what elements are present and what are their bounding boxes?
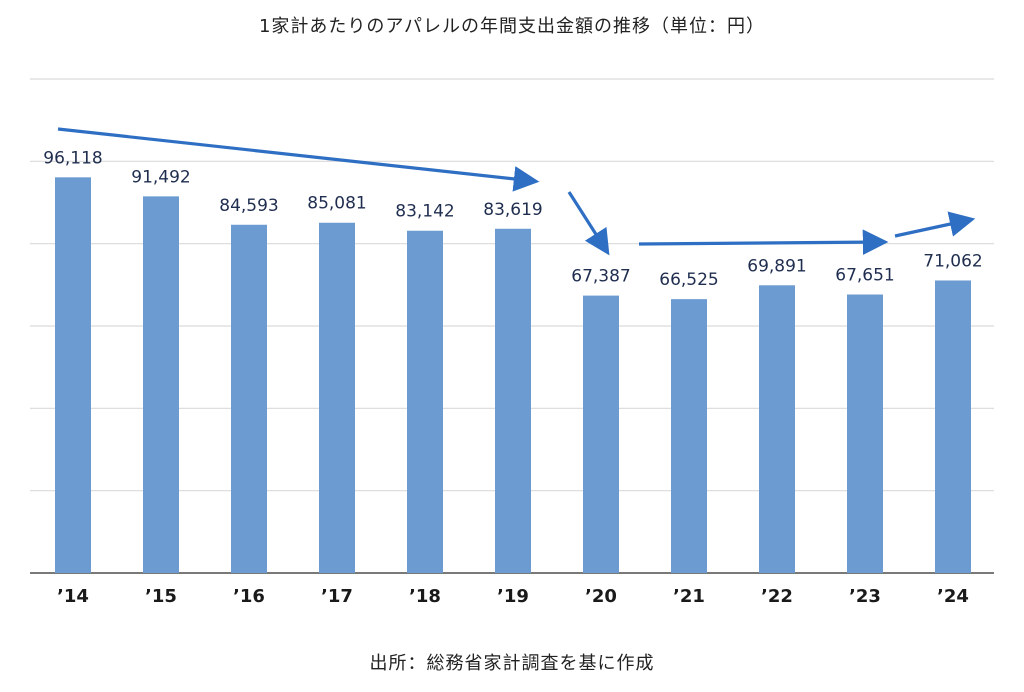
value-label: 85,081 <box>307 194 366 214</box>
x-tick-label: ’17 <box>321 586 353 607</box>
x-tick-label: ’15 <box>145 586 177 607</box>
value-label: 96,118 <box>43 148 102 168</box>
bar <box>759 285 795 573</box>
x-tick-label: ’16 <box>233 586 265 607</box>
value-label: 83,619 <box>483 200 542 220</box>
bar <box>583 295 619 573</box>
bar <box>143 196 179 573</box>
x-tick-label: ’23 <box>849 586 881 607</box>
value-label: 91,492 <box>131 167 190 187</box>
source-note: 出所：総務省家計調査を基に作成 <box>369 653 655 674</box>
trend-arrow <box>57 127 540 192</box>
x-tick-label: ’18 <box>409 586 441 607</box>
bar <box>671 299 707 573</box>
x-tick-label: ’22 <box>761 586 793 607</box>
bar <box>935 280 971 573</box>
bar <box>847 294 883 573</box>
chart-title: 1家計あたりのアパレルの年間支出金額の推移（単位：円） <box>258 16 766 37</box>
x-tick-label: ’19 <box>497 586 529 607</box>
value-label: 67,387 <box>571 267 630 287</box>
value-label: 84,593 <box>219 196 278 216</box>
bar <box>55 177 91 573</box>
value-label: 67,651 <box>835 266 894 286</box>
bar <box>407 230 443 573</box>
trend-arrow <box>567 191 610 256</box>
bars <box>55 177 971 574</box>
x-tick-label: ’24 <box>937 586 969 607</box>
trend-arrows <box>57 127 976 256</box>
value-label: 71,062 <box>923 251 982 271</box>
value-label: 83,142 <box>395 202 454 222</box>
x-tick-label: ’21 <box>673 586 705 607</box>
value-label: 69,891 <box>747 256 806 276</box>
value-label: 66,525 <box>659 270 718 290</box>
bar <box>231 224 267 573</box>
bar <box>319 222 355 573</box>
x-tick-labels: ’14 ’15 ’16 ’17 ’18 ’19 ’20 ’21 ’22 ’23 ’24 <box>57 586 969 607</box>
x-tick-label: ’14 <box>57 586 89 607</box>
trend-arrow <box>894 211 976 238</box>
x-tick-label: ’20 <box>585 586 617 607</box>
bar <box>495 228 531 574</box>
value-labels: 96,118 91,492 84,593 85,081 83,142 83,619 67,3… <box>43 148 982 290</box>
trend-arrow <box>638 229 889 255</box>
